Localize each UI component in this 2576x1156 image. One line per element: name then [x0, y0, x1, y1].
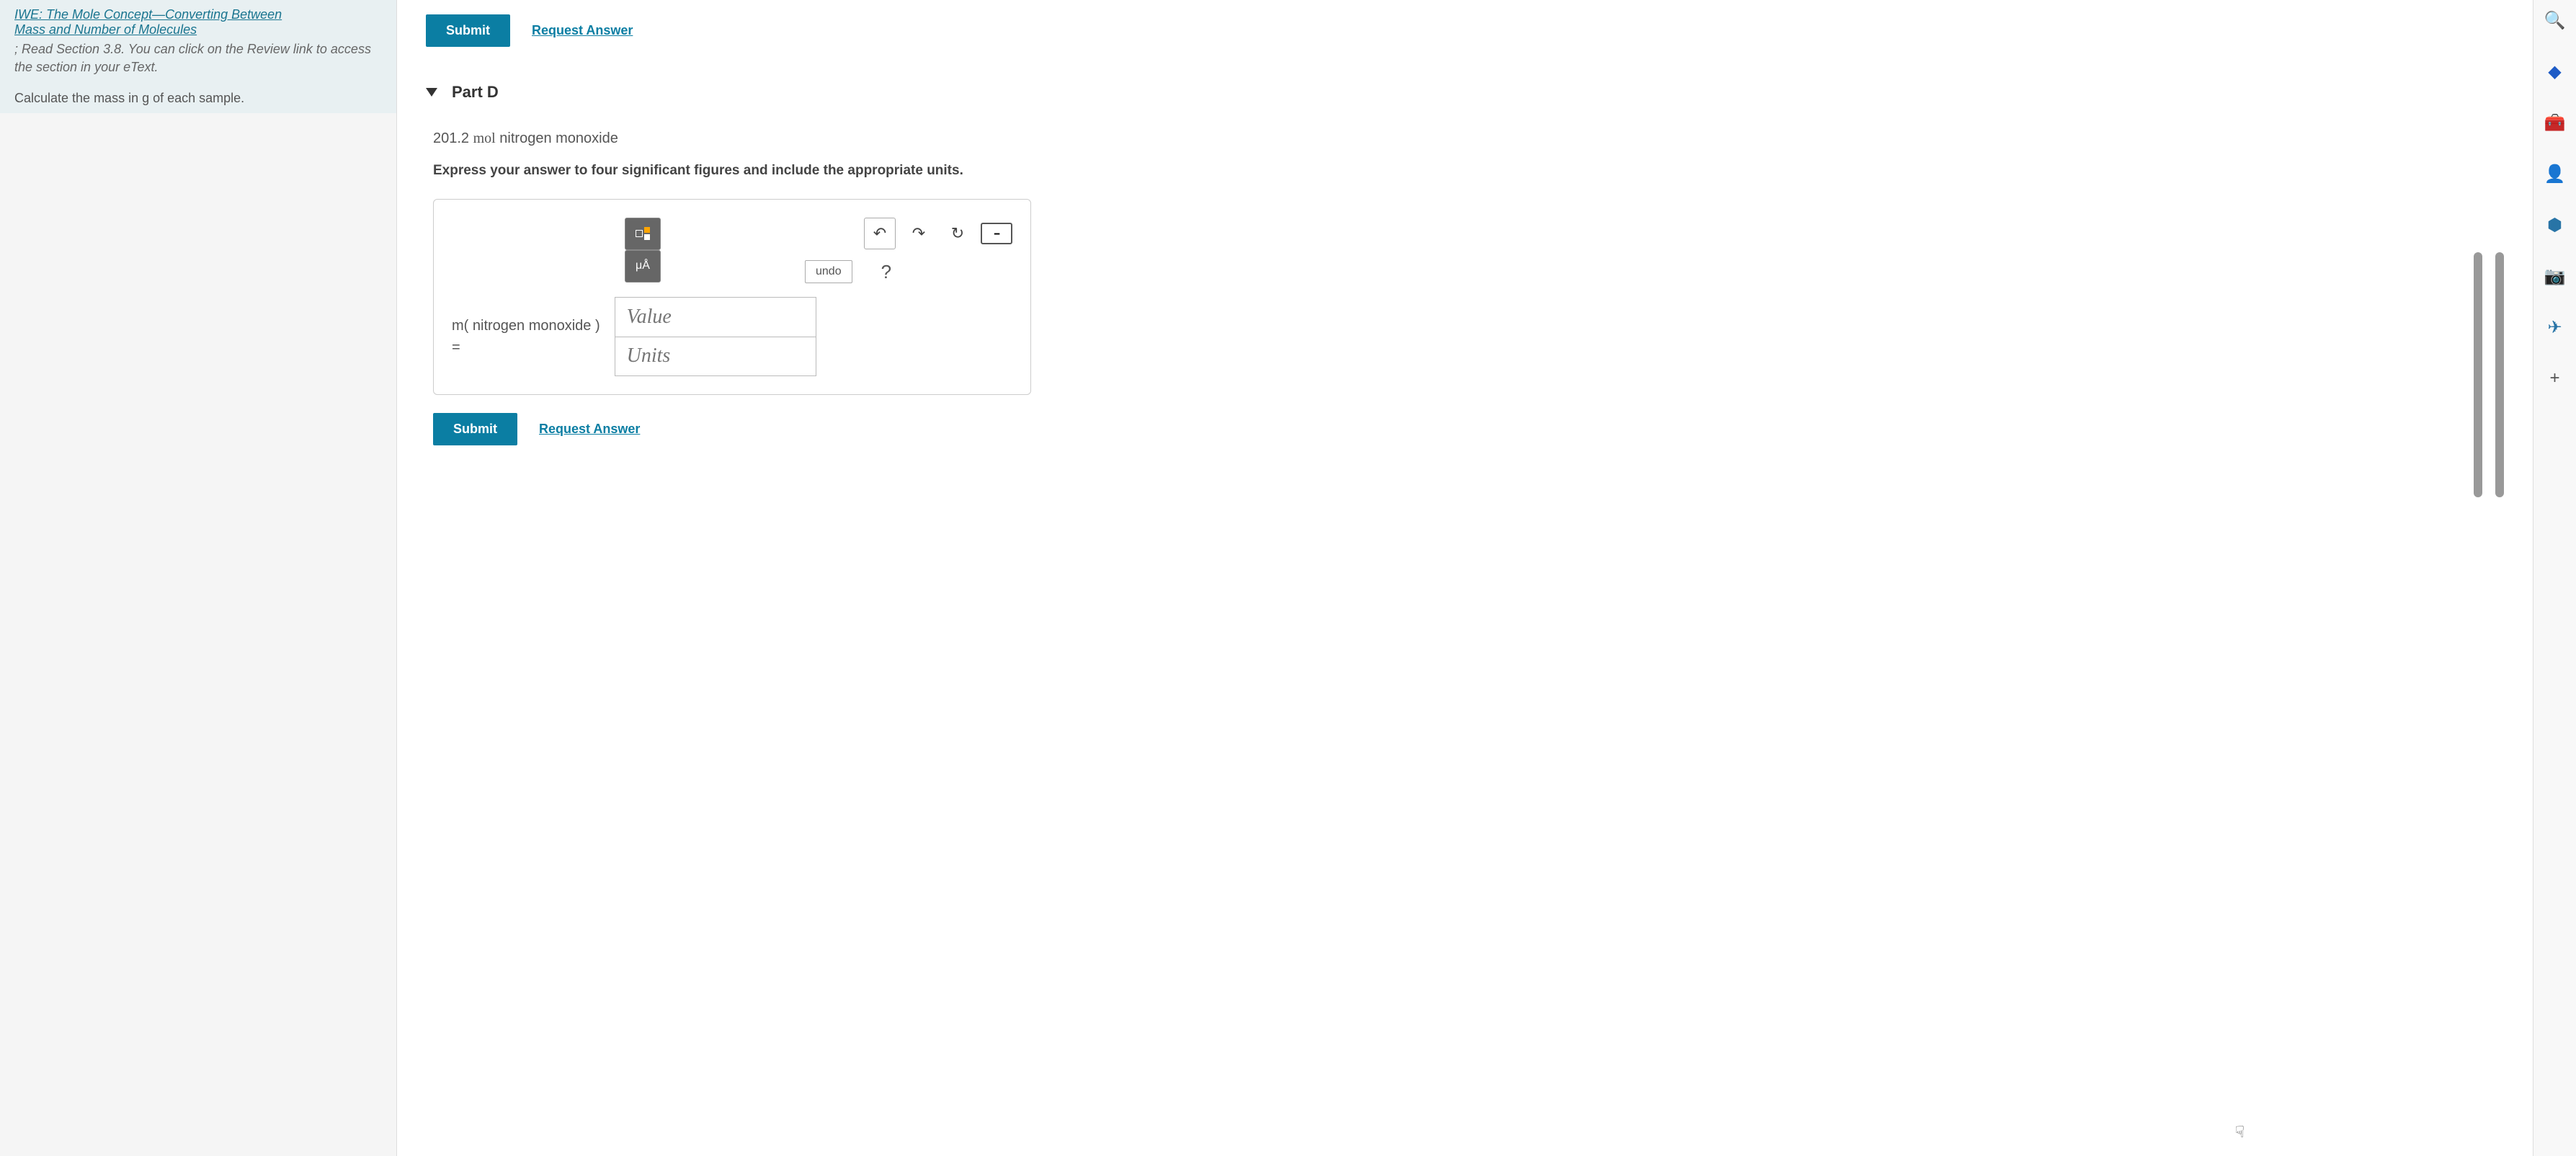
fraction-icon — [636, 227, 650, 240]
review-link-2[interactable]: Mass and Number of Molecules — [14, 22, 382, 37]
value-units-column — [615, 297, 816, 376]
part-header[interactable]: Part D — [426, 83, 2504, 102]
instructions-panel: IWE: The Mole Concept—Converting Between… — [0, 0, 396, 113]
toolbox-icon[interactable]: 🧰 — [2542, 110, 2568, 135]
variable-name: m( nitrogen monoxide ) — [452, 315, 600, 337]
fraction-tool-button[interactable] — [625, 218, 661, 250]
bottom-actions: Submit Request Answer — [433, 413, 2504, 445]
section-text: ; Read Section 3.8. You can click on the… — [14, 40, 382, 76]
part-title: Part D — [452, 83, 499, 102]
equals-sign: = — [452, 337, 600, 358]
cursor-icon: ☟ — [2235, 1123, 2245, 1142]
keyboard-icon: ▪▪▪▪ — [994, 231, 999, 237]
reset-icon: ↻ — [951, 224, 964, 243]
help-button[interactable]: ? — [881, 261, 891, 283]
gem-icon[interactable]: ⬢ — [2542, 212, 2568, 238]
review-link-1[interactable]: IWE: The Mole Concept—Converting Between — [14, 7, 382, 22]
request-answer-link-top[interactable]: Request Answer — [532, 23, 633, 38]
send-icon[interactable]: ✈ — [2542, 314, 2568, 340]
top-actions: Submit Request Answer — [426, 14, 2504, 47]
submit-button-bottom[interactable]: Submit — [433, 413, 517, 445]
submit-button-top[interactable]: Submit — [426, 14, 510, 47]
undo-icon: ↶ — [873, 224, 886, 243]
right-sidebar: 🔍 ◆ 🧰 👤 ⬢ 📷 ✈ + — [2533, 0, 2576, 1156]
person-icon[interactable]: 👤 — [2542, 161, 2568, 187]
main-content: Submit Request Answer Part D 201.2 mol n… — [396, 0, 2533, 1156]
question-text: 201.2 mol nitrogen monoxide — [433, 130, 2504, 147]
request-answer-link-bottom[interactable]: Request Answer — [539, 422, 640, 437]
keyboard-button[interactable]: ▪▪▪▪ — [981, 223, 1012, 244]
camera-icon[interactable]: 📷 — [2542, 263, 2568, 289]
scrollbar-2[interactable] — [2495, 252, 2504, 497]
undo-button[interactable]: ↶ — [864, 218, 896, 249]
bookmark-icon[interactable]: ◆ — [2542, 58, 2568, 84]
units-input[interactable] — [615, 337, 816, 376]
calculate-text: Calculate the mass in g of each sample. — [14, 91, 382, 106]
undo-tooltip: undo — [805, 260, 852, 283]
collapse-icon[interactable] — [426, 88, 437, 97]
question-unit: mol — [473, 130, 496, 146]
redo-icon: ↷ — [912, 224, 925, 243]
variable-label: m( nitrogen monoxide ) = — [452, 315, 600, 358]
input-row: m( nitrogen monoxide ) = — [452, 297, 1012, 376]
redo-button[interactable]: ↷ — [903, 218, 935, 249]
question-value: 201.2 — [433, 130, 473, 146]
question-substance: nitrogen monoxide — [496, 130, 618, 146]
units-tool-button[interactable]: μÅ — [625, 250, 661, 283]
value-input[interactable] — [615, 297, 816, 337]
scrollbar-1[interactable] — [2474, 252, 2482, 497]
plus-icon[interactable]: + — [2542, 365, 2568, 391]
instruction-text: Express your answer to four significant … — [433, 161, 2504, 181]
answer-box: ↶ ↷ ↻ ▪▪▪▪ μÅ undo ? m( nitrogen monoxid… — [433, 199, 1031, 395]
search-icon[interactable]: 🔍 — [2542, 7, 2568, 33]
reset-button[interactable]: ↻ — [942, 218, 973, 249]
